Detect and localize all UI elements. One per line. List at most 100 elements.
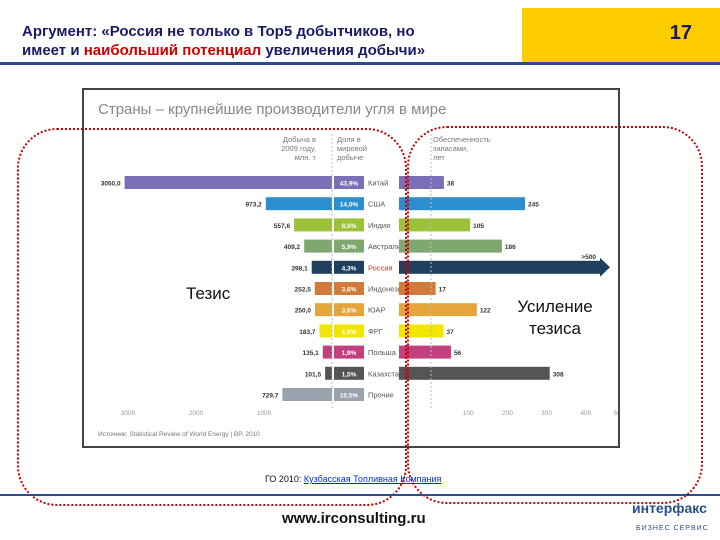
chart-title: Страны – крупнейшие производители угля в… [98, 101, 446, 118]
title-line-2-end: увеличения добычи» [261, 42, 426, 59]
production-label: 252,5 [295, 287, 312, 294]
source-citation: ГО 2010: Кузбасская Топливная Компания [265, 474, 441, 484]
share-label: 5,9% [342, 244, 357, 251]
category-label: Индонезия [368, 285, 406, 294]
production-label: 973,2 [246, 202, 263, 209]
reserves-label: 38 [447, 181, 455, 188]
share-label: 2,6% [342, 329, 357, 336]
header-production: Добыча в 2009 году, млн. т [281, 135, 316, 162]
chart-frame: Страны – крупнейшие производители угля в… [82, 88, 636, 448]
reserves-bar [399, 239, 502, 253]
footer-url[interactable]: www.irconsulting.ru [282, 510, 426, 527]
category-label: ЮАР [368, 306, 385, 315]
production-label-box [254, 389, 280, 400]
category-label: Индия [368, 221, 390, 230]
share-box [334, 176, 364, 189]
right-axis-tick: 200 [502, 410, 513, 417]
chart-source: Источник: Statistical Review of World En… [98, 431, 260, 438]
production-label: 101,5 [305, 371, 322, 378]
header-world-share: Доля в мировой добыче [337, 135, 367, 162]
share-box [334, 239, 364, 253]
production-label: 729,7 [262, 393, 279, 400]
title-line-1: Аргумент: «Россия не только в Top5 добыт… [22, 23, 415, 40]
reserves-bar [399, 324, 444, 338]
share-box [334, 366, 364, 380]
title-line-2-start: имеет и [22, 42, 84, 59]
production-label: 298,1 [291, 265, 308, 272]
category-label: Австралия [368, 242, 405, 251]
production-label: 3050,0 [101, 181, 121, 188]
category-label: Россия [368, 263, 393, 272]
reserves-label: 17 [439, 287, 447, 294]
production-bar [315, 303, 332, 317]
title-highlight: наибольший потенциал [83, 42, 262, 59]
category-label: Китай [368, 179, 388, 188]
production-label: 557,6 [274, 223, 291, 230]
category-label: Казахстан [368, 369, 403, 378]
share-box [334, 324, 364, 338]
production-label-box [294, 346, 320, 358]
production-label: 135,1 [303, 350, 320, 357]
reserves-bar [399, 218, 471, 232]
coal-producers-chart: Страны – крупнейшие производители угля в… [96, 101, 636, 438]
header-accent-bar [522, 8, 720, 62]
production-label-box [237, 198, 263, 210]
production-label: 183,7 [299, 329, 316, 336]
reserves-label: 186 [505, 244, 516, 251]
left-axis-tick: 2000 [189, 410, 204, 417]
share-label: 10,5% [340, 393, 359, 400]
reserves-label: 308 [553, 371, 564, 378]
reserves-bar [399, 260, 600, 274]
share-label: 3,6% [342, 287, 357, 294]
share-label: 4,3% [342, 265, 357, 272]
production-label-box [286, 283, 312, 294]
reserves-bar [399, 176, 444, 189]
production-bar [311, 260, 332, 274]
reserves-label: 56 [454, 350, 462, 357]
reserves-label: 245 [528, 202, 539, 209]
header-divider [0, 62, 720, 65]
title-box [16, 20, 522, 62]
reserves-arrow [600, 257, 610, 277]
production-label-box [287, 304, 312, 316]
slide-title: Аргумент: «Россия не только в Top5 добыт… [22, 22, 522, 60]
reserves-label: 105 [473, 223, 484, 230]
footer-divider [0, 494, 720, 496]
share-box [334, 388, 364, 401]
share-box [334, 282, 364, 295]
production-bar [319, 324, 332, 338]
right-axis-tick: 100 [463, 410, 474, 417]
left-axis-tick: 3000 [121, 410, 136, 417]
category-label: Польша [368, 348, 397, 357]
production-bar [124, 176, 332, 189]
production-label: 250,0 [295, 308, 312, 315]
category-label: ФРГ [368, 327, 383, 336]
production-label-box [297, 367, 323, 379]
source-prefix: ГО 2010: [265, 474, 304, 484]
reserves-label: 37 [447, 329, 455, 336]
category-label: Прочие [368, 391, 394, 400]
thesis-strengthen-outline [407, 126, 703, 504]
interfax-logo: интерфакс [632, 500, 707, 516]
production-bar [282, 388, 332, 401]
thesis-highlight-outline [17, 128, 407, 506]
share-label: 8,0% [342, 223, 357, 230]
right-axis-tick: 400 [580, 410, 591, 417]
production-label-box [266, 219, 292, 231]
category-label: США [368, 200, 385, 209]
source-link[interactable]: Кузбасская Топливная Компания [303, 474, 442, 484]
production-label-box [96, 177, 122, 188]
share-label: 1,9% [342, 350, 357, 357]
share-label: 14,0% [340, 202, 359, 209]
right-axis-tick: 300 [541, 410, 552, 417]
share-box [334, 345, 364, 359]
slide-number: 17 [669, 22, 692, 44]
production-bar [325, 366, 332, 380]
share-box [334, 260, 364, 274]
thesis-strengthen-label: Усиление тезиса [517, 297, 593, 338]
reserves-overflow-label: >500 [581, 254, 596, 261]
share-label: 1,5% [342, 371, 357, 378]
share-label: 43,9% [340, 181, 359, 188]
production-bar [314, 282, 332, 295]
left-axis-tick: 1000 [257, 410, 272, 417]
